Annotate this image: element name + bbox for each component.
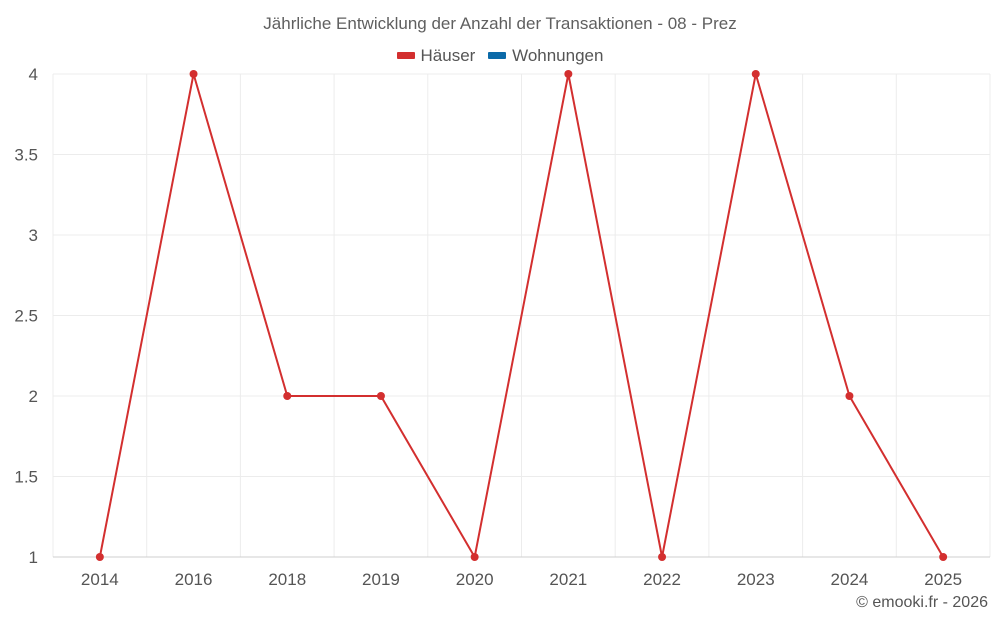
y-tick-label: 3.5 bbox=[14, 146, 38, 165]
data-point[interactable] bbox=[564, 70, 573, 78]
data-point[interactable] bbox=[283, 392, 292, 400]
data-point[interactable] bbox=[845, 392, 854, 400]
x-tick-label: 2021 bbox=[549, 570, 587, 589]
y-tick-label: 2.5 bbox=[14, 307, 38, 326]
data-point[interactable] bbox=[189, 70, 198, 78]
x-tick-label: 2016 bbox=[175, 570, 213, 589]
chart-title: Jährliche Entwicklung der Anzahl der Tra… bbox=[263, 14, 737, 33]
data-point[interactable] bbox=[658, 553, 667, 561]
y-tick-label: 1.5 bbox=[14, 468, 38, 487]
x-tick-label: 2020 bbox=[456, 570, 494, 589]
legend-item-wohnungen[interactable]: Wohnungen bbox=[488, 46, 603, 66]
y-tick-label: 4 bbox=[29, 65, 38, 84]
series-line-0 bbox=[98, 73, 945, 558]
data-point[interactable] bbox=[376, 392, 385, 400]
legend-swatch-haeuser bbox=[396, 52, 415, 59]
legend-swatch-wohnungen bbox=[488, 52, 507, 59]
x-tick-label: 2019 bbox=[362, 570, 400, 589]
x-tick-label: 2023 bbox=[737, 570, 775, 589]
y-tick-label: 1 bbox=[29, 548, 38, 567]
y-tick-label: 2 bbox=[29, 387, 38, 406]
data-point[interactable] bbox=[95, 553, 104, 561]
x-tick-label: 2014 bbox=[81, 570, 119, 589]
y-tick-label: 3 bbox=[29, 226, 38, 245]
legend-label-wohnungen: Wohnungen bbox=[512, 45, 604, 65]
data-point[interactable] bbox=[751, 70, 760, 78]
legend: Häuser Wohnungen bbox=[0, 44, 1000, 66]
data-point[interactable] bbox=[470, 553, 479, 561]
x-tick-label: 2022 bbox=[643, 570, 681, 589]
legend-label-haeuser: Häuser bbox=[420, 45, 476, 65]
copyright-credit: © emooki.fr - 2026 bbox=[856, 594, 988, 611]
x-tick-label: 2025 bbox=[924, 570, 962, 589]
x-tick-label: 2018 bbox=[268, 570, 306, 589]
x-tick-label: 2024 bbox=[831, 570, 869, 589]
data-point[interactable] bbox=[939, 553, 948, 561]
legend-item-haeuser[interactable]: Häuser bbox=[396, 45, 476, 66]
